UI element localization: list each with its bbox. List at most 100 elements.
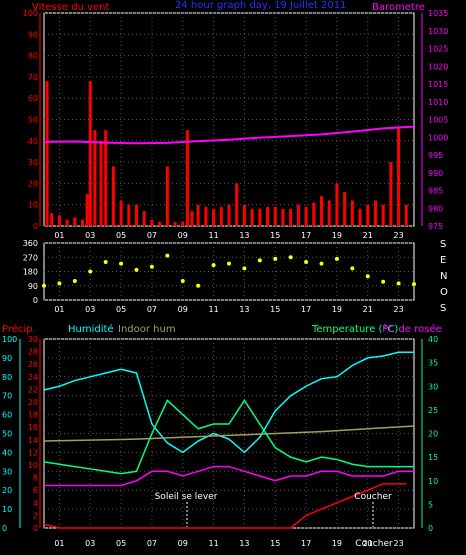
precip-axis-tick: 2 <box>33 511 38 520</box>
precip-axis-tick: 24 <box>28 373 38 382</box>
wind-speed-bar <box>250 208 254 226</box>
precip-label: Précip. <box>2 323 36 335</box>
baro-axis-tick: 1005 <box>428 116 448 125</box>
wind-x-tick: 09 <box>178 231 188 240</box>
wind-speed-bar <box>127 204 131 226</box>
precip-axis-tick: 10 <box>28 461 38 470</box>
wind-x-tick: 03 <box>85 231 95 240</box>
indoor-hum-label: Indoor hum <box>118 324 176 335</box>
wind-dir-point <box>242 266 247 271</box>
humidity-axis-tick: 40 <box>2 448 12 457</box>
wind-speed-bar <box>381 204 385 226</box>
humidity-axis-tick: 0 <box>2 524 7 533</box>
humidity-axis-tick: 20 <box>2 486 12 495</box>
wind-speed-bar <box>173 221 177 226</box>
wind-axis-tick: 20 <box>28 179 38 188</box>
dir-x-tick: 23 <box>393 305 403 314</box>
precip-axis-tick: 6 <box>33 486 38 495</box>
wind-dir-point <box>180 279 185 283</box>
temp-x-tick: 03 <box>85 539 95 548</box>
baro-axis-tick: 985 <box>428 187 443 196</box>
precip-axis-tick: 14 <box>28 436 38 445</box>
temp-x-tick: 17 <box>301 539 311 548</box>
wind-x-tick: 05 <box>116 231 126 240</box>
dir-letter: O <box>440 287 448 298</box>
dir-axis-tick: 270 <box>23 253 38 262</box>
temp-x-tick: 11 <box>208 539 218 548</box>
humidity-axis-tick: 50 <box>2 430 12 439</box>
wind-x-tick: 19 <box>332 231 342 240</box>
wind-x-tick: 07 <box>147 231 157 240</box>
temp-x-tick: 19 <box>332 539 342 548</box>
humidity-axis-tick: 80 <box>2 373 12 382</box>
temp-axis-tick: 15 <box>428 453 438 462</box>
precip-axis-tick: 18 <box>28 411 38 420</box>
wind-speed-bar <box>227 204 231 226</box>
dir-x-tick: 11 <box>208 305 218 314</box>
wind-speed-bar <box>304 206 308 226</box>
baro-axis-tick: 1000 <box>428 133 448 142</box>
precip-axis-tick: 12 <box>28 448 38 457</box>
wind-axis-tick: 100 <box>23 9 38 18</box>
dir-axis-tick: 180 <box>23 268 38 277</box>
baro-line <box>43 125 415 145</box>
wind-speed-bar <box>57 215 61 226</box>
precip-axis-tick: 4 <box>33 499 38 508</box>
wind-speed-bar <box>312 202 316 226</box>
baro-axis-tick: 1030 <box>428 27 448 36</box>
wind-dir-point <box>334 256 339 261</box>
wind-dir-point <box>88 269 93 274</box>
wind-speed-bar <box>190 211 194 226</box>
dir-x-tick: 03 <box>85 305 95 314</box>
temp-x-tick: 09 <box>178 539 188 548</box>
wind-speed-bar <box>389 162 393 226</box>
wind-speed-bar <box>142 211 146 226</box>
sunset-annotation: Coucher <box>354 492 392 502</box>
wind-speed-bar <box>397 128 401 226</box>
wind-speed-bar <box>165 166 169 226</box>
wind-speed-bar <box>219 206 223 226</box>
temp-axis-tick: 0 <box>428 524 433 533</box>
baro-axis-tick: 1010 <box>428 98 448 107</box>
precip-line <box>43 483 407 529</box>
humidity-axis-tick: 90 <box>2 354 12 363</box>
wind-speed-bar <box>88 81 92 226</box>
humidity-axis-tick: 10 <box>2 505 12 514</box>
wind-speed-bar <box>242 204 246 226</box>
temp-axis-tick: 25 <box>428 406 438 415</box>
wind-speed-bar <box>235 183 239 226</box>
temp-x-tick: 07 <box>147 539 157 548</box>
wind-speed-bar <box>404 204 408 226</box>
baro-axis-tick: 995 <box>428 151 443 160</box>
temperature-label: Temperature (°C) <box>311 324 398 335</box>
wind-axis-tick: 30 <box>28 158 38 167</box>
baro-axis-tick: 1015 <box>428 80 448 89</box>
temp-axis-tick: 5 <box>428 500 433 509</box>
sunset-axis-annotation: Coucher <box>355 539 393 549</box>
wind-dir-point <box>149 264 154 269</box>
temp-axis-tick: 40 <box>428 335 438 344</box>
wind-speed-bar <box>212 208 216 226</box>
wind-dir-point <box>319 261 324 266</box>
wind-speed-bar <box>93 130 97 226</box>
dir-x-tick: 09 <box>178 305 188 314</box>
wind-speed-bar <box>185 130 189 226</box>
temp-x-tick: 01 <box>54 539 64 548</box>
baro-axis-tick: 990 <box>428 169 443 178</box>
humidity-axis-tick: 30 <box>2 467 12 476</box>
wind-speed-bar <box>81 219 85 226</box>
wind-speed-bar <box>343 191 347 226</box>
wind-dir-point <box>211 263 216 268</box>
wind-speed-bar <box>135 204 138 226</box>
wind-speed-bar <box>366 204 370 226</box>
precip-axis-tick: 28 <box>28 348 38 357</box>
wind-dir-point <box>412 282 416 287</box>
dir-x-tick: 21 <box>363 305 373 314</box>
baro-axis-tick: 1020 <box>428 62 448 71</box>
temp-x-tick: 15 <box>270 539 280 548</box>
temp-x-tick: 23 <box>393 539 403 548</box>
wind-dir-point <box>42 283 46 288</box>
dewpoint-label: Pt. de rosée <box>382 323 442 335</box>
precip-axis-tick: 20 <box>28 398 38 407</box>
temp-axis-tick: 35 <box>428 359 438 368</box>
